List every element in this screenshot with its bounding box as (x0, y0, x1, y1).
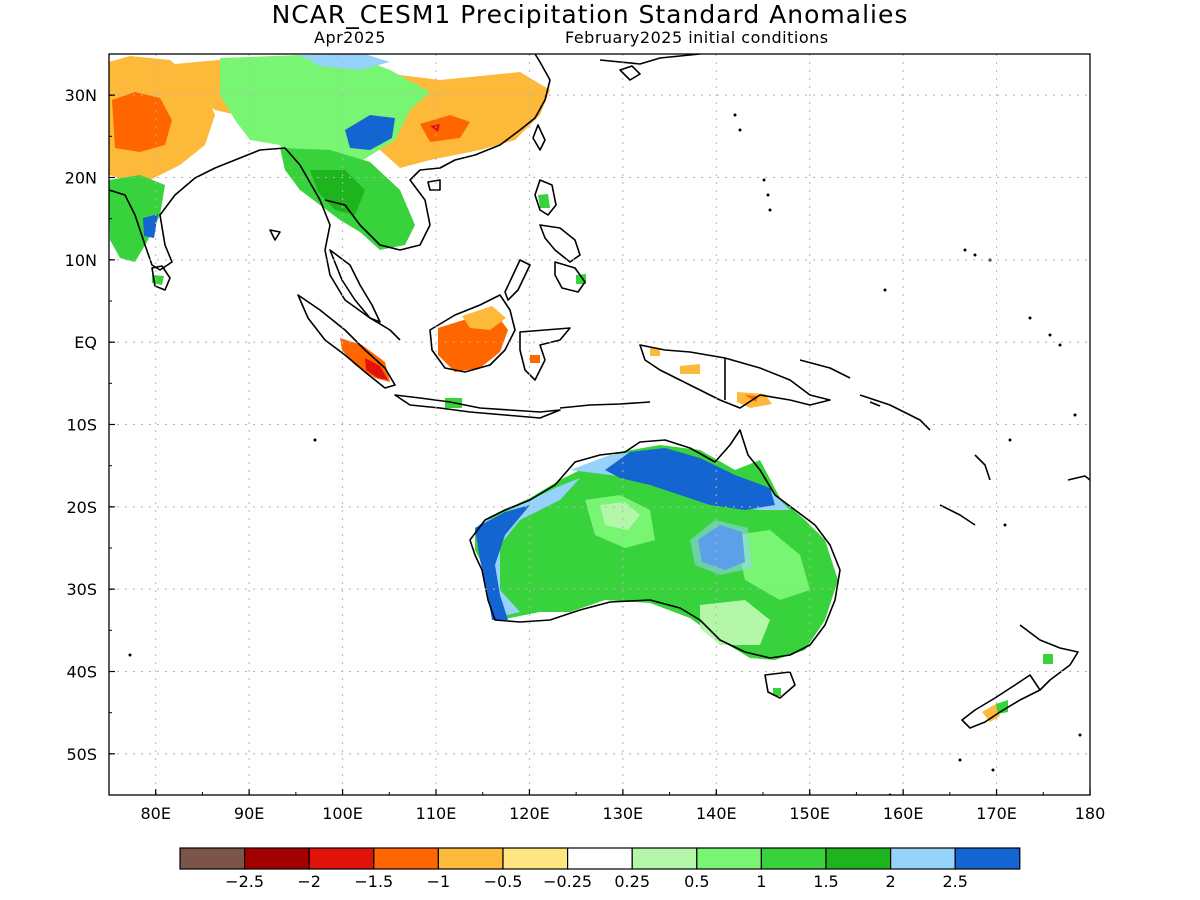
anomaly-sumatra-red (365, 358, 388, 380)
anomaly-sulawesi-orange (530, 355, 540, 363)
legend-swatch (954, 847, 1021, 870)
lon-tick-label: 180 (1075, 804, 1106, 823)
axis-ticks: 80E 90E 100E 110E 120E 130E 140E 150E 160E 170E 18… (65, 53, 1106, 823)
legend-label: 2 (886, 872, 896, 891)
lon-tick-label: 170E (976, 804, 1017, 823)
legend-label: 1.5 (813, 872, 838, 891)
lon-tick-label: 140E (696, 804, 737, 823)
lat-tick-label: 20S (66, 498, 97, 517)
anomaly-australia-light-green-east (735, 530, 810, 600)
anomaly-china-red (430, 124, 440, 132)
anomaly-china-blue (345, 115, 395, 150)
lon-tick-label: 90E (234, 804, 264, 823)
legend-label: 0.5 (684, 872, 709, 891)
lon-tick-label: 120E (509, 804, 550, 823)
lon-tick-label: 80E (140, 804, 170, 823)
anomaly-china-light-blue (300, 54, 390, 70)
lat-tick-label: 40S (66, 663, 97, 682)
legend-swatch (566, 847, 633, 870)
anomaly-newguinea-dark-orange (745, 395, 758, 402)
lat-tick-label: 50S (66, 745, 97, 764)
anomaly-newguinea-orange-1 (680, 364, 700, 374)
legend-swatch (889, 847, 956, 870)
legend-label: −0.5 (484, 872, 523, 891)
legend-label: −0.25 (543, 872, 592, 891)
anomaly-australia-pale-green (600, 502, 640, 530)
legend-label: 0.25 (614, 872, 650, 891)
lat-tick-label: 10N (65, 251, 97, 270)
anomaly-australia-blue-north (605, 448, 775, 510)
anomaly-nz-south-green (996, 700, 1008, 714)
legend-swatch (760, 847, 827, 870)
legend-label: −1 (427, 872, 451, 891)
anomaly-china-dark-orange (420, 115, 470, 142)
valid-month-label: Apr2025 (314, 28, 386, 47)
coastlines (109, 54, 1090, 729)
legend-label: 1 (756, 872, 766, 891)
legend-swatch (825, 847, 892, 870)
legend-swatch (373, 847, 439, 870)
anomaly-indochina-dark-green (310, 170, 365, 215)
legend-swatch (244, 847, 310, 870)
legend-swatch (631, 847, 698, 870)
legend-label: −2.5 (225, 872, 264, 891)
lon-tick-label: 100E (322, 804, 363, 823)
legend-swatch (308, 847, 375, 870)
anomaly-mindanao-green (576, 274, 586, 284)
lat-tick-label: 10S (66, 416, 97, 435)
legend-swatch (502, 847, 569, 870)
lat-tick-label: EQ (74, 333, 97, 352)
anomaly-borneo-light-orange (462, 306, 506, 330)
anomaly-philippines-green (538, 194, 550, 208)
lat-tick-label: 20N (65, 169, 97, 188)
legend-swatch (437, 847, 504, 870)
lat-tick-label: 30N (65, 86, 97, 105)
anomaly-nz-south-orange (982, 704, 1000, 722)
lon-tick-label: 130E (603, 804, 644, 823)
anomaly-australia-pale-south (700, 600, 770, 645)
map-title: NCAR_CESM1 Precipitation Standard Anomal… (271, 0, 909, 29)
color-legend: −2.5 −2 −1.5 −1 −0.5 −0.25 0.25 0.5 1 1.5 2 2.5 (179, 847, 1021, 891)
anomaly-india-dark-orange (112, 92, 172, 152)
gridlines (109, 54, 1091, 795)
legend-swatch (179, 847, 246, 870)
lat-tick-label: 30S (66, 580, 97, 599)
anomaly-fields (109, 54, 1053, 722)
legend-swatch (696, 847, 762, 870)
small-islands (128, 113, 1082, 795)
init-conditions-label: February2025 initial conditions (565, 28, 829, 47)
legend-label: −2 (297, 872, 321, 891)
anomaly-australia-light-blue-centre (690, 520, 752, 575)
lon-tick-label: 110E (416, 804, 457, 823)
legend-label: −1.5 (354, 872, 393, 891)
lon-tick-label: 150E (789, 804, 830, 823)
anomaly-india-blue (143, 214, 158, 238)
anomaly-moluccas-orange (650, 348, 660, 356)
anomaly-tasmania-green (773, 688, 781, 696)
legend-label: 2.5 (942, 872, 967, 891)
anomaly-nz-north-green (1043, 654, 1053, 664)
lon-tick-label: 160E (883, 804, 924, 823)
anomaly-australia-blue-west (475, 505, 530, 620)
